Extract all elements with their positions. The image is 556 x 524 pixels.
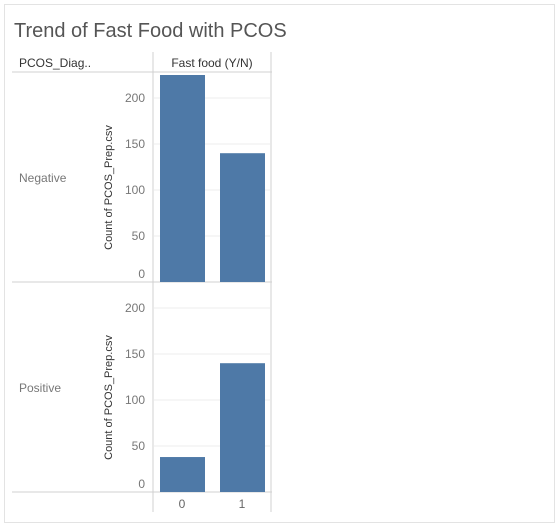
y-tick-label: 150 xyxy=(125,347,145,361)
bar-positive-1[interactable] xyxy=(220,363,265,492)
bar-negative-0[interactable] xyxy=(160,75,205,282)
chart-frame xyxy=(4,4,555,523)
bar-negative-1[interactable] xyxy=(220,153,265,282)
row-header[interactable]: PCOS_Diag.. xyxy=(19,56,91,70)
chart-title: Trend of Fast Food with PCOS xyxy=(14,20,287,42)
y-tick-label: 100 xyxy=(125,393,145,407)
y-tick-label: 200 xyxy=(125,301,145,315)
x-tick-label-0: 0 xyxy=(179,497,186,511)
column-header[interactable]: Fast food (Y/N) xyxy=(171,56,252,70)
y-tick-label: 50 xyxy=(132,229,146,243)
row-label-negative[interactable]: Negative xyxy=(19,171,67,185)
y-tick-label: 0 xyxy=(138,267,145,281)
y-tick-label: 200 xyxy=(125,91,145,105)
bar-positive-0[interactable] xyxy=(160,457,205,492)
y-tick-label: 50 xyxy=(132,439,146,453)
x-tick-label-1: 1 xyxy=(239,497,246,511)
y-axis-title: Count of PCOS_Prep.csv xyxy=(103,335,115,460)
y-axis-title: Count of PCOS_Prep.csv xyxy=(103,125,115,250)
row-label-positive[interactable]: Positive xyxy=(19,381,61,395)
y-tick-label: 100 xyxy=(125,183,145,197)
y-tick-label: 0 xyxy=(138,477,145,491)
y-tick-label: 150 xyxy=(125,137,145,151)
